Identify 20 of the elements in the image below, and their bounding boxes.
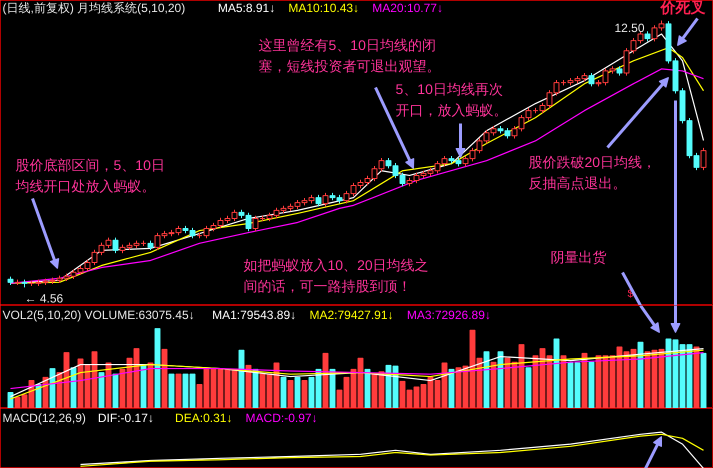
- annotation: ← 4.56: [24, 291, 64, 306]
- text: MA1:79543.89↓: [212, 308, 296, 322]
- text: MA20:10.77↓: [372, 1, 443, 16]
- annotation: 12.50: [614, 21, 645, 36]
- annotation: 股价底部区间，5、10日均线开口处放入蚂蚁。: [14, 157, 165, 194]
- text: DIF:-0.17↓: [98, 411, 154, 426]
- text: MA2:79427.91↓: [309, 308, 394, 322]
- text: DEA:0.31↓: [175, 411, 232, 426]
- chart-title: (日线,前复权) 月均线系统(5,10,20): [2, 1, 186, 16]
- annotation: 股价跌破20日均线，反抽高点退出。: [528, 154, 656, 192]
- chart-title: VOL2(5,10,20) VOLUME:63075.45↓: [2, 308, 195, 322]
- text: MA5:8.91↓: [218, 1, 276, 16]
- annotation: 5、10日均线再次开口，放入蚂蚁。: [396, 81, 508, 118]
- text: MACD:-0.97↓: [246, 411, 318, 426]
- text: MA3:72926.89↓: [406, 308, 491, 322]
- annotation: 阴量出货: [550, 249, 606, 266]
- text: MA10:10.43↓: [288, 1, 360, 16]
- annotation: 这里曾经有5、10日均线的闭塞，短线投资者可退出观望。: [258, 37, 440, 74]
- chart-title: MACD(12,26,9): [2, 411, 86, 426]
- annotation: 如把蚂蚁放入10、20日均线之间的话，可一路持股到顶！: [244, 257, 429, 294]
